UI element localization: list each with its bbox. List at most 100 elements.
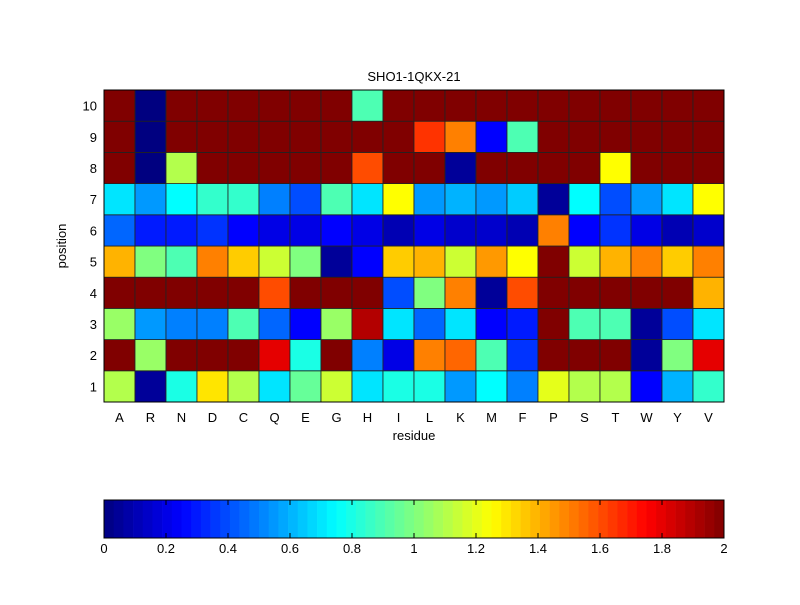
cell-W-5	[630, 245, 663, 278]
y-tick-label: 3	[90, 317, 97, 332]
colorbar-segment	[113, 500, 124, 538]
cell-T-6	[599, 214, 632, 247]
cell-R-3	[134, 307, 167, 340]
cell-R-5	[134, 245, 167, 278]
cell-K-2	[444, 339, 477, 372]
cell-E-1	[289, 370, 322, 403]
colorbar-segment	[472, 500, 483, 538]
cell-D-10	[196, 89, 229, 122]
cell-N-10	[165, 89, 198, 122]
cell-N-1	[165, 370, 198, 403]
colorbar-segment	[433, 500, 444, 538]
x-tick-label: A	[115, 410, 124, 425]
cell-L-5	[413, 245, 446, 278]
cell-H-8	[351, 151, 384, 184]
cell-I-2	[382, 339, 415, 372]
cell-S-9	[568, 120, 601, 153]
cell-M-3	[475, 307, 508, 340]
colorbar-segment	[191, 500, 202, 538]
colorbar-tick-label: 1.2	[467, 541, 485, 556]
cell-G-8	[320, 151, 353, 184]
cell-S-1	[568, 370, 601, 403]
x-tick-label: G	[331, 410, 341, 425]
cell-Q-1	[258, 370, 291, 403]
cell-D-6	[196, 214, 229, 247]
cell-T-4	[599, 276, 632, 309]
cell-P-4	[537, 276, 570, 309]
x-tick-label: Y	[673, 410, 682, 425]
cell-Q-2	[258, 339, 291, 372]
colorbar-segment	[162, 500, 173, 538]
x-tick-label: C	[239, 410, 248, 425]
cell-G-4	[320, 276, 353, 309]
cell-I-7	[382, 183, 415, 216]
cell-D-9	[196, 120, 229, 153]
cell-H-7	[351, 183, 384, 216]
colorbar-segment	[249, 500, 260, 538]
cell-K-10	[444, 89, 477, 122]
cell-R-9	[134, 120, 167, 153]
colorbar-segment	[414, 500, 424, 538]
cell-P-6	[537, 214, 570, 247]
colorbar-segment	[539, 500, 550, 538]
colorbar-segment	[452, 500, 463, 538]
cell-L-6	[413, 214, 446, 247]
colorbar-segment	[239, 500, 250, 538]
x-tick-label: R	[146, 410, 155, 425]
colorbar-segment	[520, 500, 531, 538]
colorbar-segment	[365, 500, 376, 538]
colorbar-segment	[549, 500, 560, 538]
x-tick-label: L	[426, 410, 433, 425]
cell-K-6	[444, 214, 477, 247]
cell-M-2	[475, 339, 508, 372]
cell-T-3	[599, 307, 632, 340]
colorbar-segment	[598, 500, 609, 538]
colorbar-segment	[297, 500, 308, 538]
cell-W-2	[630, 339, 663, 372]
cell-M-10	[475, 89, 508, 122]
y-tick-label: 4	[90, 286, 97, 301]
cell-A-6	[103, 214, 136, 247]
cell-Y-2	[661, 339, 694, 372]
colorbar-segment	[133, 500, 144, 538]
colorbar-tick-label: 0.6	[281, 541, 299, 556]
cell-C-3	[227, 307, 260, 340]
y-tick-label: 2	[90, 348, 97, 363]
colorbar-segment	[278, 500, 289, 538]
cell-S-10	[568, 89, 601, 122]
cell-K-7	[444, 183, 477, 216]
colorbar-segment	[200, 500, 211, 538]
cell-H-6	[351, 214, 384, 247]
cell-L-2	[413, 339, 446, 372]
cell-N-6	[165, 214, 198, 247]
colorbar-ticks: 0 0.2 0.4 0.6 0.8 1 1.2 1.4 1.6 1.8 2	[100, 500, 728, 556]
cell-R-7	[134, 183, 167, 216]
colorbar-tick-label: 1.6	[591, 541, 609, 556]
colorbar-segment	[423, 500, 434, 538]
cell-N-5	[165, 245, 198, 278]
colorbar-segment	[181, 500, 192, 538]
cell-Y-10	[661, 89, 694, 122]
cell-S-2	[568, 339, 601, 372]
x-tick-label: S	[580, 410, 589, 425]
cell-M-8	[475, 151, 508, 184]
cell-W-3	[630, 307, 663, 340]
colorbar-tick-label: 1.8	[653, 541, 671, 556]
colorbar-segment	[510, 500, 521, 538]
colorbar-segment	[559, 500, 570, 538]
x-tick-label: Q	[269, 410, 279, 425]
cell-S-6	[568, 214, 601, 247]
cell-F-5	[506, 245, 539, 278]
cell-F-6	[506, 214, 539, 247]
cell-K-1	[444, 370, 477, 403]
cell-E-4	[289, 276, 322, 309]
cell-E-9	[289, 120, 322, 153]
x-tick-label: T	[612, 410, 620, 425]
chart-title: SHO1-1QKX-21	[367, 69, 460, 84]
cell-H-2	[351, 339, 384, 372]
colorbar-segment	[375, 500, 386, 538]
cell-H-9	[351, 120, 384, 153]
colorbar-segment	[704, 500, 715, 538]
cell-C-4	[227, 276, 260, 309]
colorbar-segment	[443, 500, 454, 538]
